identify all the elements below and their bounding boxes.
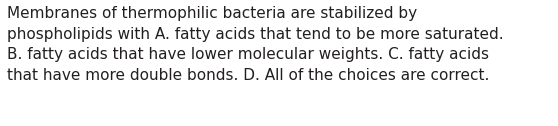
Text: Membranes of thermophilic bacteria are stabilized by
phospholipids with A. fatty: Membranes of thermophilic bacteria are s… (7, 6, 504, 83)
